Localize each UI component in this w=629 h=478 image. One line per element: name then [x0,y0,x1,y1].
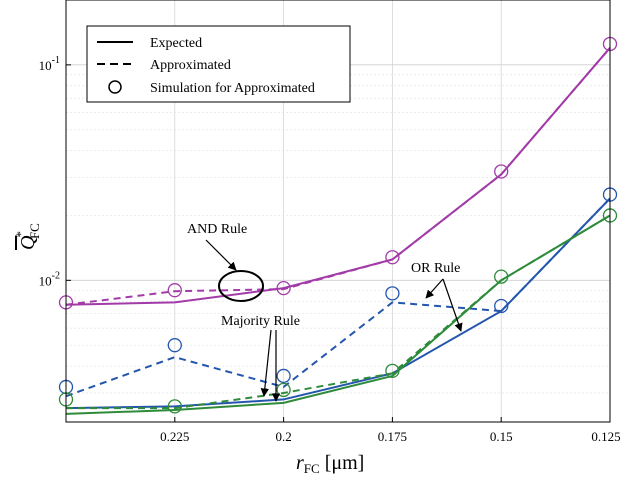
svg-text:Q*FC: Q*FC [13,223,42,250]
data-point-majority-marker [276,382,291,398]
majority-rule-label: Majority Rule [221,314,300,329]
annotation-or-rule: OR Rule [411,261,463,332]
y-axis-label-sup: * [13,231,28,238]
and-rule-arrow [205,239,237,271]
and-rule-ellipse [218,270,264,302]
y-axis-label-main: Q [17,235,39,250]
x-axis-label-sub: FC [304,461,320,476]
data-point-and-marker [167,283,182,298]
majority-rule-arrow-1 [260,329,272,397]
ticks-layer: 0.225 0.2 0.175 0.15 0.125 10-1 10-2 [39,55,621,444]
annotation-majority-rule: Majority Rule [221,314,300,402]
data-point-or-marker [167,338,182,353]
legend: Expected Approximated Simulation for App… [86,25,351,103]
series-line-or-dashed [65,197,611,398]
data-point-majority-marker [385,363,400,379]
x-axis-label-unit: [μm] [320,452,365,474]
series-line-and-dashed [65,47,611,306]
legend-label-expected: Expected [150,36,202,51]
series-layer [58,36,618,415]
x-tick-label: 0.15 [490,429,513,444]
legend-marker-swatch [108,80,122,94]
y-axis-label-sub: FC [27,223,42,239]
grid [66,0,611,422]
data-point-or-marker [494,298,509,314]
x-tick-label: 0.2 [275,429,291,444]
data-point-and-marker [276,280,291,296]
legend-label-approximated: Approximated [150,58,231,73]
or-rule-arrow-2 [442,278,463,332]
y-tick-label: 10-2 [39,270,60,288]
data-point-majority-marker [494,269,509,284]
data-point-and-marker [385,250,400,265]
x-tick-label: 0.125 [591,429,620,444]
data-point-or-marker [276,368,291,384]
data-point-majority-marker [167,399,182,414]
y-tick-label: 10-1 [39,55,60,73]
x-axis-label: rFC [μm] [296,452,364,476]
or-rule-label: OR Rule [411,261,460,276]
x-tick-label: 0.175 [378,429,407,444]
x-tick-label: 0.225 [160,429,189,444]
data-point-or-marker [385,286,400,301]
y-axis-label: Q*FC [13,223,42,250]
annotation-and-rule: AND Rule [187,222,264,302]
or-rule-arrow-1 [425,278,444,299]
series-line-or-solid [65,197,611,410]
data-point-and-marker [494,164,509,179]
x-axis-label-main: r [296,452,304,474]
and-rule-label: AND Rule [187,222,247,237]
plot-frame [65,0,611,423]
series-line-majority-dashed [66,214,611,410]
legend-label-simulation: Simulation for Approximated [150,81,315,96]
